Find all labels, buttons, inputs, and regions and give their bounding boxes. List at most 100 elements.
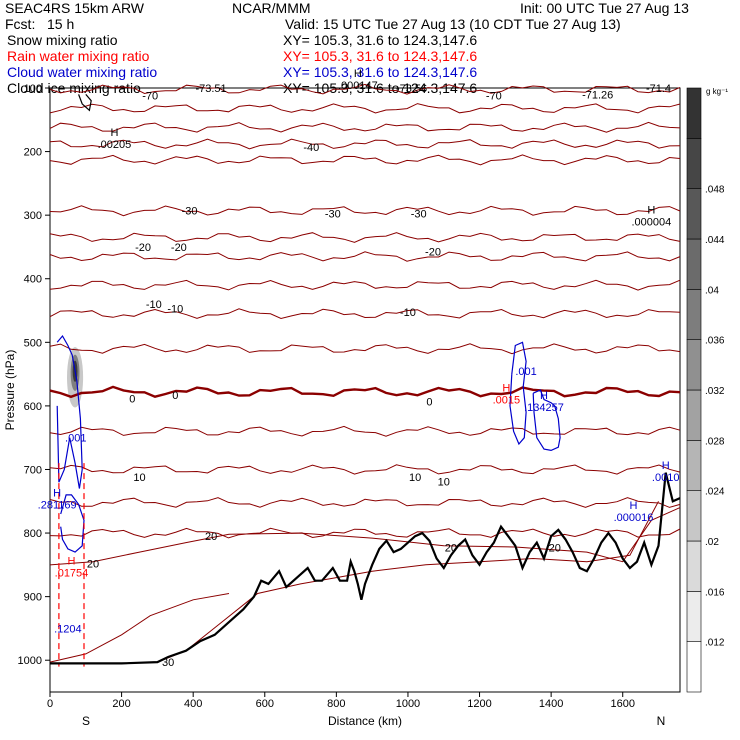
x-tick-label: 1400 xyxy=(539,698,563,710)
extremum-value: .134257 xyxy=(524,402,564,414)
temperature-label: -10 xyxy=(146,299,162,311)
temperature-label: -20 xyxy=(425,246,441,258)
extremum-marker: H xyxy=(647,205,655,217)
colorbar-bin xyxy=(686,138,702,189)
colorbar-bin xyxy=(686,490,702,542)
temperature-contour-line xyxy=(49,232,681,243)
temperature-label: 30 xyxy=(162,657,174,669)
temperature-contour-line xyxy=(49,343,681,355)
temperature-label: 20 xyxy=(445,543,457,555)
header-fcst: Fcst: 15 h xyxy=(5,16,75,32)
y-tick-label: 600 xyxy=(24,401,42,413)
temperature-label: -70 xyxy=(142,91,158,103)
cloud-water-contour xyxy=(56,334,83,489)
legend-rain-name: Rain water mixing ratio xyxy=(7,48,150,64)
x-axis-label: Distance (km) xyxy=(328,714,402,728)
temperature-contour-line xyxy=(49,121,681,133)
legend-rain-xy: XY= 105.3, 31.6 to 124.3,147.6 xyxy=(283,48,478,64)
cloud-ice-shading-layer xyxy=(67,347,84,408)
x-tick-label: 400 xyxy=(184,698,202,710)
y-axis-label: Pressure (hPa) xyxy=(3,350,17,431)
extremum-value: .01754 xyxy=(55,567,89,579)
colorbar-tick-label: .012 xyxy=(705,638,725,649)
x-tick-label: 1600 xyxy=(610,698,634,710)
temperature-label: -20 xyxy=(135,242,151,254)
y-tick-label: 300 xyxy=(24,210,42,222)
cloud-water-contour xyxy=(532,389,561,452)
temperature-label: 10 xyxy=(133,472,145,484)
colorbar-bin xyxy=(686,87,702,139)
plot-area-frame xyxy=(49,87,681,693)
y-tick-label: 700 xyxy=(24,464,42,476)
temperature-label: -73.51 xyxy=(195,83,226,95)
temperature-label: -30 xyxy=(182,206,198,218)
y-tick-label: 200 xyxy=(24,147,42,159)
extremum-value: .001 xyxy=(65,433,86,445)
colorbar-tick-label: .04 xyxy=(705,285,719,296)
temperature-contour-line xyxy=(49,385,681,399)
cloud-water-contour xyxy=(60,494,85,553)
temperature-contour-line xyxy=(49,425,681,437)
y-tick-label: 800 xyxy=(24,528,42,540)
extremum-marker: H xyxy=(629,500,637,512)
extremum-marker: H xyxy=(110,127,118,139)
x-tick-label: 1200 xyxy=(467,698,491,710)
colorbar-bin xyxy=(686,339,702,391)
temperature-label: 0 xyxy=(129,393,135,405)
y-tick-label: 1000 xyxy=(18,655,42,667)
colorbar-bin xyxy=(686,238,702,290)
temperature-label: -10 xyxy=(167,304,183,316)
temperature-label: 20 xyxy=(87,559,99,571)
cloud-water-contours-layer xyxy=(56,334,561,553)
extremum-value: .001 xyxy=(515,366,536,378)
extremum-marker: H xyxy=(53,487,61,499)
colorbar-tick-label: .016 xyxy=(705,587,725,598)
temperature-label: -70 xyxy=(486,91,502,103)
colorbar-bin xyxy=(686,389,702,441)
y-tick-label: 900 xyxy=(24,592,42,604)
colorbar-tick-label: .024 xyxy=(705,487,725,498)
temperature-label: 10 xyxy=(409,472,421,484)
temperature-contour-line xyxy=(49,205,681,217)
colorbar-bin xyxy=(686,641,702,693)
extremum-marker: H xyxy=(662,460,670,472)
y-tick-label: 500 xyxy=(24,337,42,349)
cloud-water-contour xyxy=(509,341,527,446)
x-tick-label: 800 xyxy=(327,698,345,710)
temperature-contour-line xyxy=(49,527,681,539)
extremum-value: .0015 xyxy=(493,395,521,407)
temperature-label: 20 xyxy=(549,543,561,555)
temperature-contour-line xyxy=(49,138,681,150)
temperature-label: -30 xyxy=(325,208,341,220)
temperature-contour-line xyxy=(49,464,681,475)
colorbar-unit: g kg⁻¹ xyxy=(706,87,728,96)
extremum-value: .000016 xyxy=(614,512,654,524)
colorbar-bin xyxy=(686,289,702,340)
temperature-label: 0 xyxy=(172,390,178,402)
temperature-label: 20 xyxy=(205,531,217,543)
x-tick-label: 600 xyxy=(256,698,274,710)
extremum-value: .000004 xyxy=(631,217,671,229)
snow-contours-layer xyxy=(78,94,92,112)
snow-contour xyxy=(78,94,92,112)
extremum-marker: H xyxy=(502,383,510,395)
temperature-contour-line xyxy=(49,279,681,291)
endpoint-left-label: S xyxy=(82,714,90,728)
colorbar-tick-label: .048 xyxy=(705,185,725,196)
colorbar-tick-label: .032 xyxy=(705,386,725,397)
x-tick-label: 200 xyxy=(112,698,130,710)
temperature-contour-line xyxy=(49,308,681,320)
y-axis-ticks: 100 200 300 400 500 600 700 800 900 1000 xyxy=(18,83,50,667)
endpoint-right-label: N xyxy=(657,714,666,728)
legend-snow-xy: XY= 105.3, 31.6 to 124.3,147.6 xyxy=(283,32,478,48)
temperature-contour-line xyxy=(49,251,681,262)
extremum-value: .0010 xyxy=(652,472,680,484)
temperature-label: -71.4 xyxy=(646,83,671,95)
x-tick-label: 0 xyxy=(47,698,53,710)
temperature-contour-line xyxy=(49,507,681,566)
extremum-value: .000147 xyxy=(338,80,378,92)
x-tick-label: 1000 xyxy=(396,698,420,710)
colorbar-bin xyxy=(686,540,702,592)
